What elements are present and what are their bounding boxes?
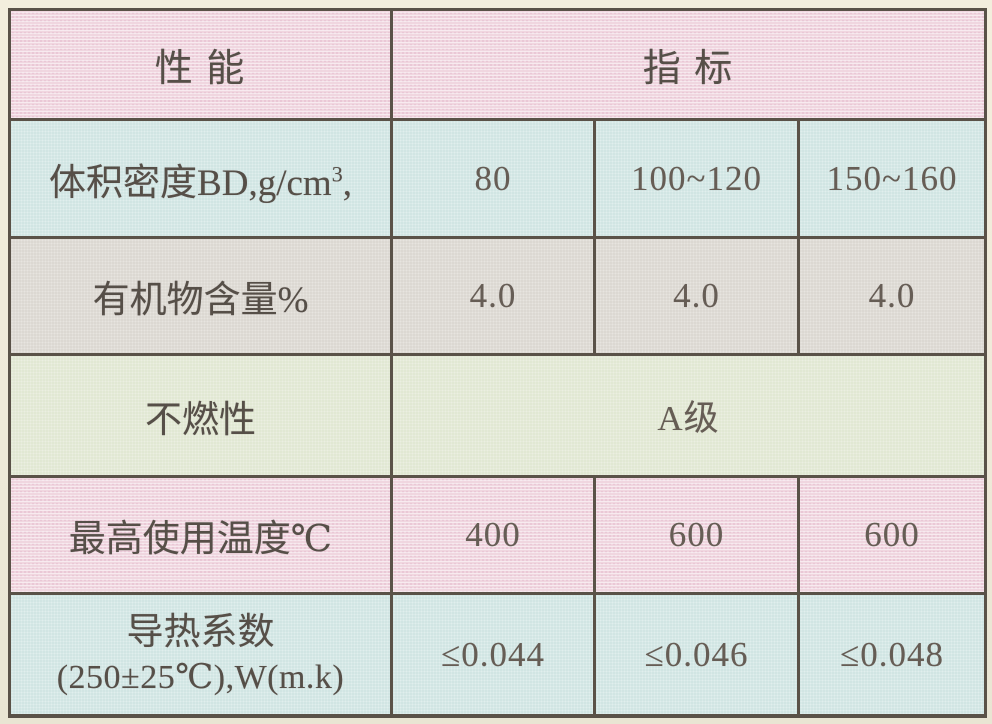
label-tail: , xyxy=(342,162,352,204)
table-row-organic-content: 有机物含量% 4.0 4.0 4.0 xyxy=(11,236,984,353)
label-text: 体积密度BD,g/cm xyxy=(49,162,332,204)
value-cell: 4.0 xyxy=(390,239,593,353)
value-cell: ≤0.046 xyxy=(593,595,797,714)
value-cell: 4.0 xyxy=(593,239,797,353)
header-cell-property: 性 能 xyxy=(11,11,390,118)
row-label-bulk-density: 体积密度BD,g/cm3, xyxy=(11,121,390,236)
value-cell: 400 xyxy=(390,478,593,592)
value-cell: 600 xyxy=(797,478,984,592)
material-spec-table: 性 能 指 标 体积密度BD,g/cm3, 80 100~120 150~160… xyxy=(8,8,987,718)
table-row-incombustibility: 不燃性 A级 xyxy=(11,353,984,475)
row-label-organic-content: 有机物含量% xyxy=(11,239,390,353)
header-cell-indicator: 指 标 xyxy=(390,11,984,118)
table-row-max-temperature: 最高使用温度℃ 400 600 600 xyxy=(11,475,984,592)
value-cell: 150~160 xyxy=(797,121,984,236)
superscript-3: 3 xyxy=(331,161,343,187)
row-label-thermal-conductivity: 导热系数 (250±25℃),W(m.k) xyxy=(11,595,390,714)
merged-value-cell: A级 xyxy=(390,356,984,475)
value-cell: 4.0 xyxy=(797,239,984,353)
value-cell: 600 xyxy=(593,478,797,592)
table-row-thermal-conductivity: 导热系数 (250±25℃),W(m.k) ≤0.044 ≤0.046 ≤0.0… xyxy=(11,592,984,714)
value-cell: 100~120 xyxy=(593,121,797,236)
label-line2: (250±25℃),W(m.k) xyxy=(56,659,345,697)
value-cell: 80 xyxy=(390,121,593,236)
table-header-row: 性 能 指 标 xyxy=(11,11,984,118)
value-cell: ≤0.048 xyxy=(797,595,984,714)
row-label-incombustibility: 不燃性 xyxy=(11,356,390,475)
table-row-bulk-density: 体积密度BD,g/cm3, 80 100~120 150~160 xyxy=(11,118,984,236)
label-line1: 导热系数 xyxy=(126,612,275,654)
value-cell: ≤0.044 xyxy=(390,595,593,714)
row-label-max-temperature: 最高使用温度℃ xyxy=(11,478,390,592)
